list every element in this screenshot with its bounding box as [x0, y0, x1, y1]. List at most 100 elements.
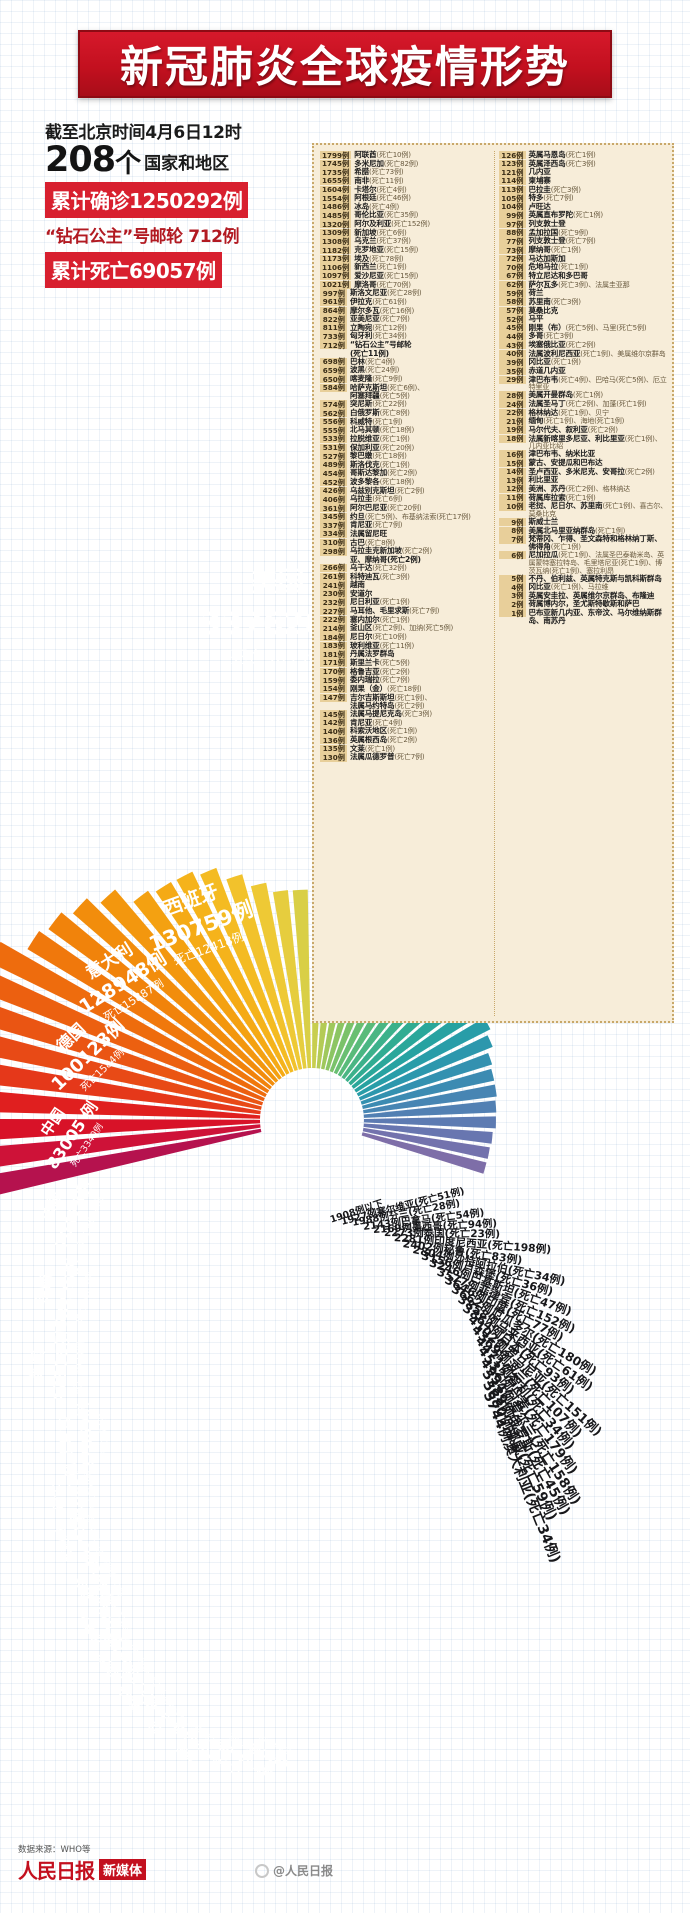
list-item: 2例 荷属博内尔，圣尤斯特歇斯和萨巴	[498, 600, 669, 609]
list-item-count: 88例	[498, 228, 526, 238]
list-item-count	[320, 392, 347, 393]
list-item-count: 452例	[320, 478, 347, 487]
list-item-deaths: (死亡1例)、海地(死亡1例)	[543, 416, 625, 426]
fan-slice	[0, 941, 267, 1098]
list-item-name: 斯里兰卡(死亡5例)	[350, 657, 410, 667]
list-item-name: 乌兹别克斯坦(死亡2例)	[350, 485, 425, 495]
list-item: 345例 约旦(死亡5例)、布基纳法索(死亡17例)	[320, 512, 490, 522]
weibo-handle-text: @人民日报	[273, 1864, 334, 1878]
list-item-count: 21例	[498, 417, 526, 426]
list-item-deaths: (死亡34例)	[372, 331, 407, 341]
list-item-name: 冈比亚(死亡1例)	[528, 357, 582, 367]
list-item-deaths: (死亡20例)	[379, 442, 415, 452]
list-item-deaths: (死亡6例)、	[386, 382, 424, 392]
list-item-count: 230例	[320, 589, 347, 599]
fan-label-country: 美国	[250, 567, 305, 598]
list-item-deaths: (死亡4例)	[364, 356, 395, 366]
list-item-name: 马平	[528, 314, 544, 324]
list-item: 1745例 多米尼加(死亡82例)	[320, 159, 490, 168]
list-item-count: 361例	[320, 504, 347, 513]
list-item-count: 454例	[320, 469, 347, 478]
list-item: 1309例 新加坡(死亡6例)	[320, 229, 490, 238]
list-item-deaths: (死亡11例)	[369, 175, 404, 185]
list-item-name: 缅甸(死亡1例)、海地(死亡1例)	[528, 416, 625, 426]
list-item-count: 12例	[498, 484, 526, 494]
fan-slice	[0, 1036, 262, 1110]
list-item-name: 刚果（布）(死亡5例)、马里(死亡5例)	[528, 322, 647, 332]
list-item-deaths: (死亡1例)	[379, 459, 410, 469]
fan-slice	[363, 1100, 497, 1118]
list-item-deaths: (死亡10例)	[376, 150, 411, 159]
list-item-deaths: (死亡10例)	[372, 632, 407, 642]
list-item: 361例 阿尔巴尼亚(死亡20例)	[320, 504, 490, 513]
list-item-deaths: (死亡37例)	[376, 236, 411, 246]
list-item-count: 73例	[498, 246, 526, 255]
list-item-name: 波黑(死亡24例)	[350, 365, 400, 375]
list-item-name: 英属马恩岛(死亡1例)	[528, 150, 596, 159]
list-item-deaths: (死亡4例)、巴哈马(死亡5例)、厄立特里亚	[528, 374, 667, 392]
list-item-name: 阿根廷(死亡46例)	[354, 193, 411, 203]
list-item-name: 赤道几内亚	[528, 366, 566, 376]
list-item-name: 马尔代夫、叙利亚(死亡2例)	[528, 424, 618, 434]
list-item: 584例 哈萨克斯坦(死亡6例)、	[320, 382, 490, 393]
list-item-deaths: (死亡1例)	[550, 542, 581, 552]
list-item-deaths: (死亡2例)	[379, 666, 410, 676]
fan-slice	[100, 889, 279, 1083]
list-item-deaths: (死亡1例)	[379, 433, 410, 443]
list-item-name: 几内亚	[528, 167, 551, 177]
list-item-name: 卢旺达	[528, 201, 551, 211]
deaths-total-badge: 累计死亡69057例	[45, 252, 222, 289]
list-item-deaths: (死亡18例)	[372, 451, 407, 461]
list-item: 574例 突尼斯(死亡22例)	[320, 400, 490, 409]
list-item: 亚、摩纳哥(死亡2例)	[320, 556, 490, 564]
fan-slice	[360, 1052, 493, 1105]
list-item: 8例 美属北马里亚纳群岛(死亡1例)	[498, 526, 669, 535]
list-item: 4例 冈比亚(死亡1例)、马拉维	[498, 583, 669, 592]
country-list-column-1: 1799例 阿联酋(死亡10例) 1745例 多米尼加(死亡82例) 1735例 希腊(死…	[320, 151, 490, 1016]
list-item: 44例 多哥(死亡3例)	[498, 332, 669, 341]
list-item-count: 214例	[320, 624, 347, 633]
list-item-deaths: (死亡1例)	[565, 150, 596, 159]
list-item-count: 171例	[320, 658, 347, 668]
list-item-count: 113例	[498, 185, 526, 194]
list-item-count: 3例	[498, 591, 526, 601]
list-item-name: 英属根西岛(死亡2例)	[350, 735, 418, 745]
fan-slice	[292, 889, 312, 1069]
list-item-name: 爱沙尼亚(死亡15例)	[354, 270, 419, 280]
list-item-count: 9例	[498, 518, 526, 527]
list-item-count: 241例	[320, 581, 347, 590]
list-item-name: 法属瓜德罗普(死亡7例)	[350, 752, 425, 762]
list-item-name: 古巴(死亡8例)	[350, 537, 395, 547]
list-item-count	[320, 702, 347, 703]
list-item-deaths: (死亡1例)	[364, 743, 395, 753]
list-item-name: 拉脱维亚(死亡1例)	[350, 433, 410, 443]
list-item-name: 法属圣马丁(死亡2例)、加蓬(死亡1例)	[528, 399, 647, 409]
list-item-deaths: (死亡35例)	[383, 210, 419, 220]
list-item-name: 尼日尔(死亡10例)	[350, 632, 407, 642]
list-item-count: 183例	[320, 641, 347, 651]
list-item: 1例 巴布亚新几内亚、东帝汶、马尔维纳斯群岛、南苏丹	[498, 609, 669, 624]
list-item-deaths: (死亡73例)	[369, 167, 404, 177]
list-item: 123例 英属泽西岛(死亡3例)	[498, 159, 669, 168]
list-item-count	[320, 556, 347, 557]
list-item-deaths: (死亡2例)	[386, 468, 418, 478]
list-item-deaths: (死亡3例)	[379, 571, 410, 581]
list-item-name: 法属新喀里多尼亚、利比里亚(死亡1例)、几内亚比绍	[528, 433, 662, 451]
list-item-name: 伊拉克(死亡61例)	[350, 296, 407, 306]
list-item-count: 2例	[498, 600, 526, 609]
list-item-count: 1例	[498, 609, 526, 618]
list-item-count: 733例	[320, 332, 347, 341]
list-item-deaths: (死亡2例)	[565, 340, 596, 350]
list-item: 39例 冈比亚(死亡1例)	[498, 357, 669, 367]
list-item: 59例 荷兰	[498, 289, 669, 298]
list-item-name: 科索沃地区(死亡1例)	[350, 726, 418, 736]
list-item-name: 立陶宛(死亡12例)	[350, 322, 407, 332]
list-item-name: 阿联酋(死亡10例)	[354, 150, 411, 159]
list-item-name: 不丹、伯利兹、英属特克斯与凯科斯群岛	[528, 573, 662, 583]
list-item-name: 哈萨克斯坦(死亡6例)、	[350, 382, 424, 392]
list-item-count: 584例	[320, 383, 347, 393]
list-item-name: 亚美尼亚(死亡7例)	[350, 314, 410, 324]
list-item-count: 44例	[498, 332, 526, 341]
list-item: 12例 美洲、苏丹(死亡2例)、格林纳达	[498, 484, 669, 494]
list-item-count: 105例	[498, 194, 526, 203]
